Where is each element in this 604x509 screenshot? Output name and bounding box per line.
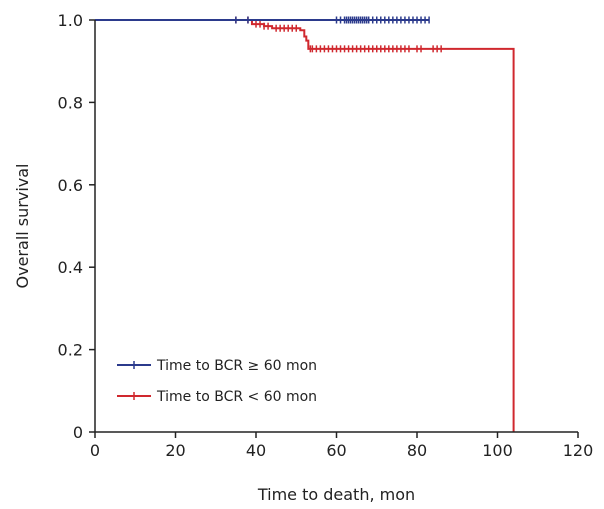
y-tick-label: 0.8 — [58, 93, 83, 112]
legend-label: Time to BCR ≥ 60 mon — [156, 358, 317, 374]
x-tick-label: 100 — [482, 441, 513, 460]
series-layer — [95, 16, 515, 432]
x-tick-label: 60 — [326, 441, 346, 460]
y-tick-label: 0.2 — [58, 341, 83, 360]
y-tick-label: 0 — [73, 423, 83, 442]
x-tick-label: 40 — [246, 441, 266, 460]
ticks-layer: 0 20 40 60 80 100 120 0 0.2 0.4 0.6 0.8 1.0 — [58, 11, 594, 460]
y-tick-label: 1.0 — [58, 11, 83, 30]
y-tick-label: 0.4 — [58, 258, 83, 277]
x-axis-title: Time to death, mon — [257, 485, 415, 504]
y-axis-title: Overall survival — [13, 164, 32, 289]
x-tick-label: 0 — [90, 441, 100, 460]
x-tick-label: 120 — [563, 441, 594, 460]
y-tick-label: 0.6 — [58, 176, 83, 195]
legend: Time to BCR ≥ 60 mon Time to BCR < 60 mon — [117, 358, 317, 405]
legend-label: Time to BCR < 60 mon — [156, 389, 317, 405]
x-tick-label: 80 — [407, 441, 427, 460]
x-tick-label: 20 — [165, 441, 185, 460]
